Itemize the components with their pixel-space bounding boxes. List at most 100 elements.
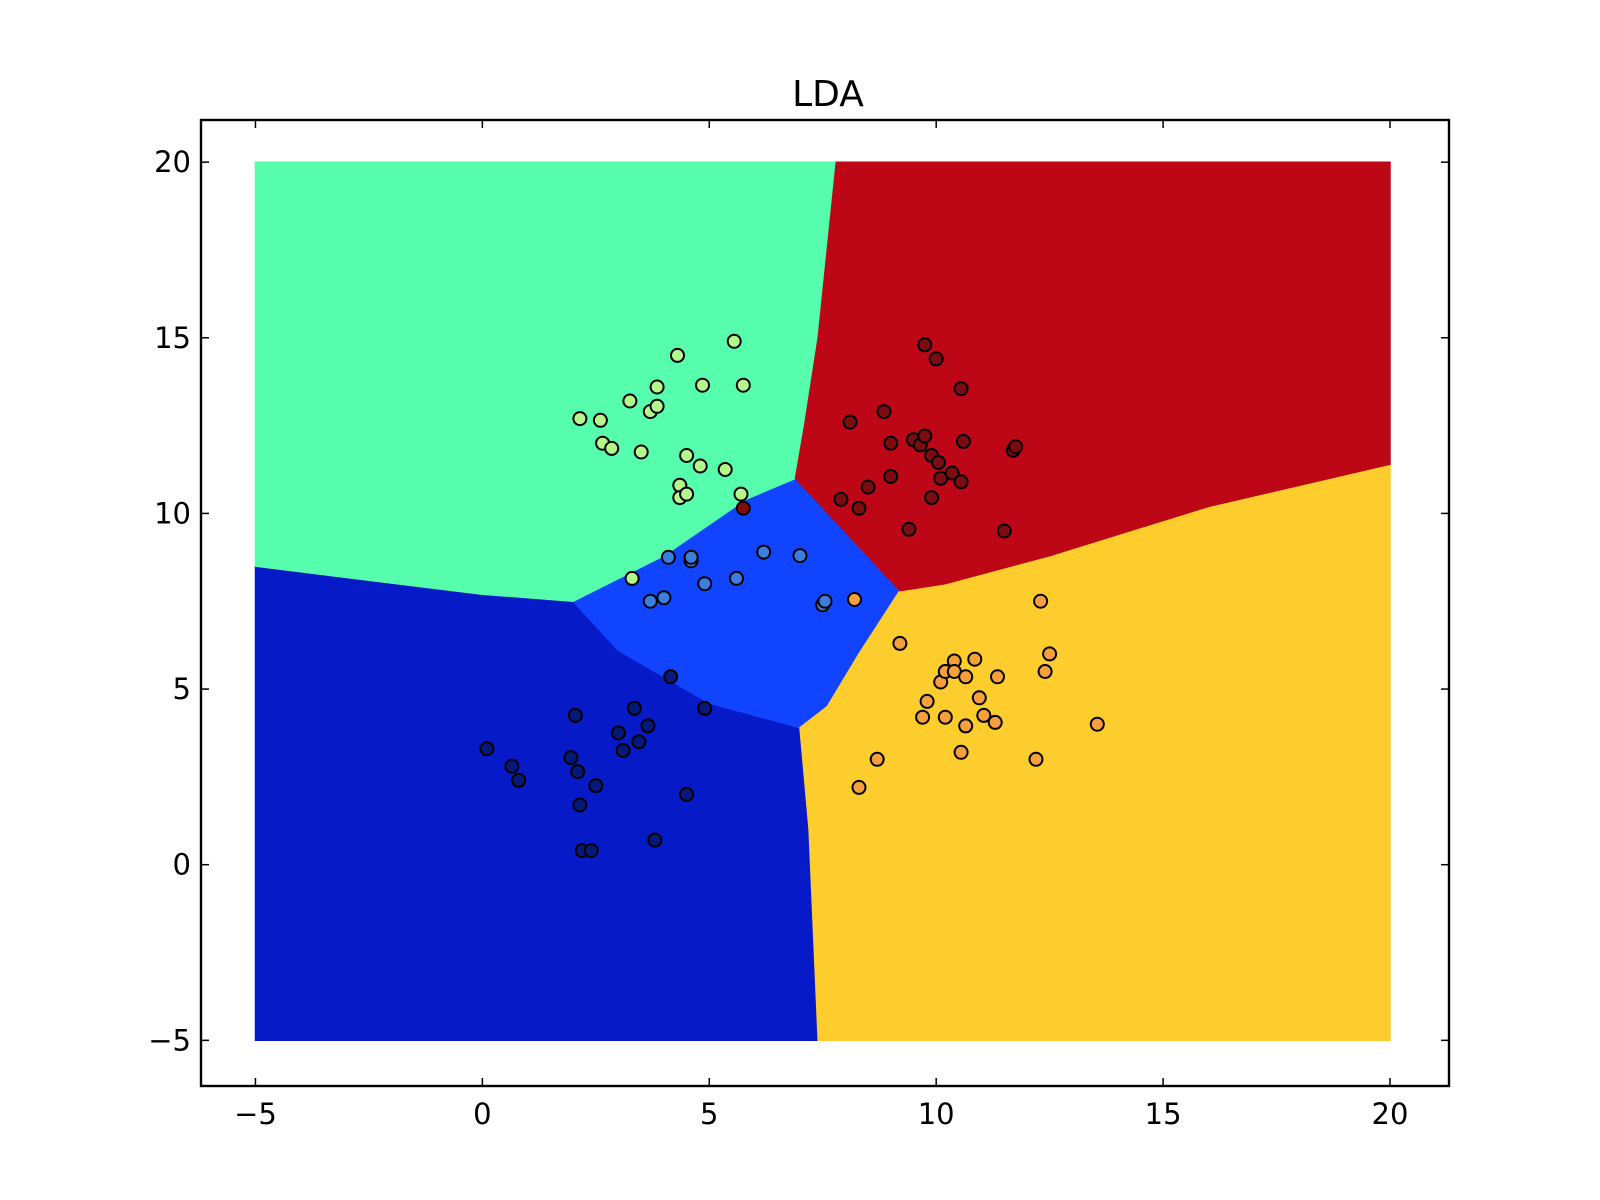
point-class-4 [833,491,849,507]
point-class-2 [717,462,733,477]
point-class-3 [847,592,862,607]
point-class-3 [967,651,983,667]
point-class-2 [733,486,749,502]
point-class-3 [953,744,969,760]
point-class-4 [876,404,892,420]
point-class-0 [511,772,527,788]
data-points [479,333,1105,859]
x-tick-label: 5 [700,1097,718,1131]
point-class-4 [851,500,867,516]
point-class-0 [697,700,713,716]
x-tick-label: 10 [918,1097,955,1131]
y-tick-label: 5 [173,672,191,706]
y-tick-label: 10 [154,496,191,530]
point-class-3 [919,693,935,709]
point-class-0 [563,750,579,766]
point-class-2 [649,379,665,395]
point-class-3 [1089,716,1105,732]
point-class-3 [915,709,931,725]
point-class-3 [1042,646,1058,662]
point-class-4 [883,469,899,484]
point-class-0 [611,725,626,741]
point-class-3 [958,669,974,685]
point-class-2 [604,440,620,456]
point-class-2 [649,398,665,414]
point-class-0 [647,832,663,848]
axis-ticks: −5 0 5 10 15 20 −5 0 5 10 15 20 [148,120,1449,1131]
point-class-2 [735,377,751,393]
point-class-1 [792,548,808,564]
point-class-2 [622,393,638,409]
point-class-1 [642,593,658,609]
point-class-4 [924,490,940,506]
point-class-3 [851,779,867,795]
point-class-1 [697,576,713,592]
y-tick-label: 0 [173,848,191,882]
y-tick-label: 20 [154,145,191,179]
point-class-3 [976,707,992,723]
point-class-3 [937,709,953,725]
point-class-3 [958,718,974,734]
x-tick-label: −5 [234,1097,277,1131]
x-tick-label: 0 [473,1097,491,1131]
point-class-0 [588,778,604,794]
point-class-4 [883,435,899,451]
point-class-0 [663,669,679,685]
point-class-3 [869,751,885,767]
x-tick-label: 15 [1145,1097,1182,1131]
point-class-2 [670,347,685,363]
point-class-0 [572,797,588,813]
point-class-3 [1028,751,1044,767]
point-class-4 [735,500,751,516]
point-class-2 [624,570,640,586]
point-class-4 [996,523,1012,539]
point-class-0 [567,707,583,723]
point-class-4 [928,351,944,367]
chart-title: LDA [792,74,864,115]
point-class-2 [633,444,649,460]
point-class-2 [692,458,708,474]
point-class-1 [729,570,744,586]
point-class-0 [679,786,695,802]
point-class-3 [987,714,1003,730]
point-class-1 [656,590,672,606]
point-class-3 [990,669,1005,685]
point-class-0 [640,718,656,734]
point-class-4 [944,465,960,481]
point-class-3 [892,635,908,651]
point-class-4 [842,414,858,430]
point-class-4 [860,479,876,495]
point-class-2 [679,448,695,463]
point-class-3 [1033,593,1049,609]
decision-regions [254,161,1391,1042]
point-class-4 [953,474,969,490]
plot-frame [199,118,1451,1088]
point-class-4 [901,521,917,537]
x-tick-label: 20 [1372,1097,1409,1131]
point-class-4 [955,433,971,449]
point-class-1 [683,549,699,565]
point-class-0 [626,700,642,716]
y-tick-label: 15 [154,321,191,355]
point-class-2 [592,412,608,428]
point-class-1 [817,593,833,609]
point-class-0 [615,743,631,758]
point-class-4 [1008,439,1024,455]
point-class-3 [971,690,987,706]
point-class-3 [1037,664,1053,679]
point-class-4 [953,381,969,397]
point-class-0 [631,734,647,750]
point-class-2 [572,411,588,427]
point-class-0 [504,758,520,774]
point-class-4 [917,428,933,444]
point-class-0 [479,741,495,757]
point-class-0 [583,843,599,859]
point-class-4 [917,337,933,353]
point-class-2 [679,486,695,502]
point-class-4 [931,455,946,470]
y-tick-label: −5 [148,1023,191,1057]
point-class-0 [570,764,586,780]
point-class-1 [756,544,772,560]
point-class-2 [695,377,710,393]
